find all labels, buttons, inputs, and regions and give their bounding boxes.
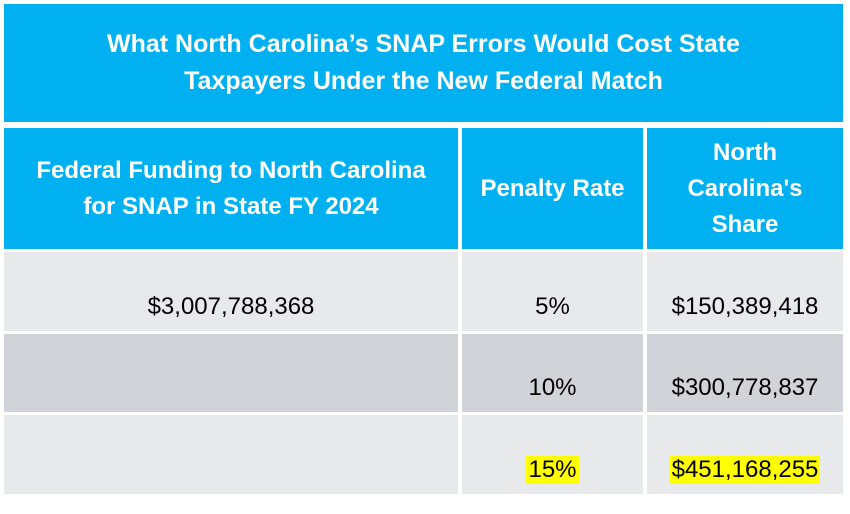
table-title-line-2: Taxpayers Under the New Federal Match xyxy=(184,67,663,95)
header-federal-funding: Federal Funding to North Carolina for SN… xyxy=(4,128,458,249)
table-row-2-penalty-rate: 10% xyxy=(462,334,643,412)
share-value: $150,389,418 xyxy=(671,293,819,320)
table-row-3-share: $451,168,255 xyxy=(647,415,843,494)
table-row-3-federal-funding xyxy=(4,415,458,494)
share-value: $300,778,837 xyxy=(671,374,819,401)
table-title-bar: What North Carolina’s SNAP Errors Would … xyxy=(4,4,843,122)
header-federal-funding-line-1: Federal Funding to North Carolina xyxy=(36,156,426,184)
table-title-line-1: What North Carolina’s SNAP Errors Would … xyxy=(107,30,740,58)
header-penalty-rate-label: Penalty Rate xyxy=(480,174,625,202)
share-value-highlighted: $451,168,255 xyxy=(669,456,821,484)
federal-funding-value: $3,007,788,368 xyxy=(147,293,315,320)
penalty-rate-value-highlighted: 15% xyxy=(526,456,579,484)
table-row-1-penalty-rate: 5% xyxy=(462,252,643,331)
header-federal-funding-line-2: for SNAP in State FY 2024 xyxy=(83,192,379,220)
table-title: What North Carolina’s SNAP Errors Would … xyxy=(24,26,824,100)
header-nc-share-line-3: Share xyxy=(711,210,779,238)
header-nc-share: North Carolina's Share xyxy=(647,128,843,249)
table-row-3-penalty-rate: 15% xyxy=(462,415,643,494)
header-nc-share-line-2: Carolina's xyxy=(687,174,803,202)
header-penalty-rate: Penalty Rate xyxy=(462,128,643,249)
penalty-rate-value: 5% xyxy=(535,293,570,320)
table-row-2-share: $300,778,837 xyxy=(647,334,843,412)
header-nc-share-line-1: North xyxy=(713,138,777,166)
table-row-1-share: $150,389,418 xyxy=(647,252,843,331)
penalty-rate-value: 10% xyxy=(528,374,577,401)
table-row-1-federal-funding: $3,007,788,368 xyxy=(4,252,458,331)
table-row-2-federal-funding xyxy=(4,334,458,412)
